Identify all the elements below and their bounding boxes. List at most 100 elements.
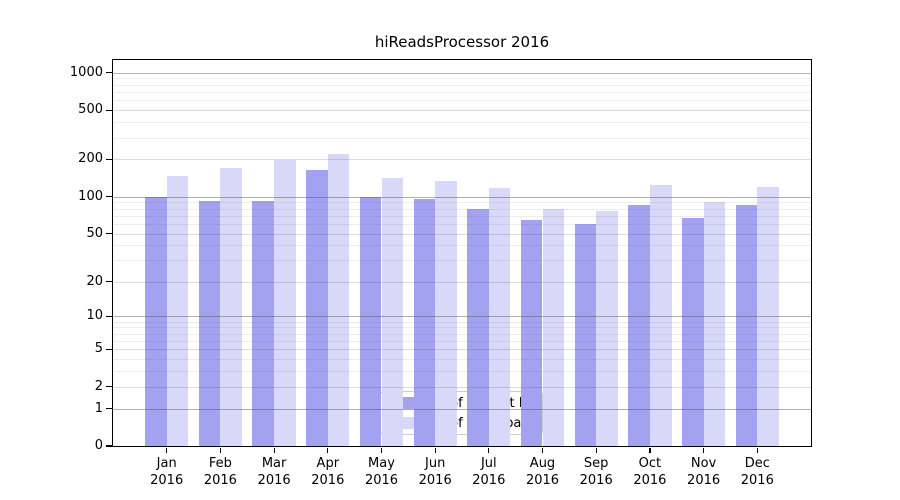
bar-jun-distinct-ips xyxy=(413,199,436,446)
y-tick-20 xyxy=(106,280,113,283)
y-tick-label-100: 100 xyxy=(78,188,103,204)
gridline-90 xyxy=(113,202,811,204)
plot-area: Nb of distinct IPs Nb of downloads 10005… xyxy=(70,59,812,488)
gridline-200 xyxy=(113,159,811,161)
y-tick-2 xyxy=(106,386,113,388)
gridline-5 xyxy=(113,349,811,351)
bar-sep-downloads xyxy=(596,210,618,446)
gridline-6 xyxy=(113,340,811,342)
bar-may-downloads xyxy=(381,178,404,446)
gridline-900 xyxy=(113,78,811,80)
chart-title: hiReadsProcessor 2016 xyxy=(374,33,550,51)
x-tick-label-oct: Oct 2016 xyxy=(620,455,680,489)
gridline-50 xyxy=(113,233,811,235)
x-tick-label-feb: Feb 2016 xyxy=(190,455,250,489)
bar-oct-distinct-ips xyxy=(628,205,650,446)
bar-jul-distinct-ips xyxy=(467,209,489,446)
y-tick-label-20: 20 xyxy=(86,273,103,289)
gridline-10 xyxy=(113,316,811,318)
gridline-30 xyxy=(113,260,811,262)
y-tick-100 xyxy=(106,196,113,198)
bar-oct-downloads xyxy=(649,185,672,446)
x-tick-label-year: 2016 xyxy=(633,473,667,488)
x-tick-mar xyxy=(273,448,275,453)
gridline-700 xyxy=(113,91,811,93)
y-tick-500 xyxy=(106,109,113,111)
x-tick-label-year: 2016 xyxy=(257,473,291,488)
y-tick-label-500: 500 xyxy=(78,102,103,118)
gridline-70 xyxy=(113,215,811,217)
y-tick-label-1000: 1000 xyxy=(69,64,103,80)
y-tick-10 xyxy=(106,315,113,318)
gridline-60 xyxy=(113,223,811,225)
x-tick-jun xyxy=(434,448,436,453)
x-tick-label-year: 2016 xyxy=(203,473,237,488)
y-tick-0 xyxy=(106,445,113,447)
bar-apr-distinct-ips xyxy=(306,170,328,446)
bar-aug-downloads xyxy=(542,209,565,446)
bar-may-distinct-ips xyxy=(359,196,382,446)
gridline-300 xyxy=(113,137,811,139)
x-tick-label-year: 2016 xyxy=(311,473,345,488)
gridline-500 xyxy=(113,110,811,112)
bar-jan-distinct-ips xyxy=(145,196,167,446)
x-tick-jul xyxy=(488,448,490,453)
y-tick-label-200: 200 xyxy=(78,151,103,167)
gridline-9 xyxy=(113,321,811,323)
x-tick-label-year: 2016 xyxy=(472,473,506,488)
x-tick-apr xyxy=(327,448,329,453)
y-tick-label-0: 0 xyxy=(94,438,103,453)
bar-feb-distinct-ips xyxy=(198,200,221,446)
gridline-4 xyxy=(113,359,811,360)
bar-aug-distinct-ips xyxy=(520,219,543,446)
gridline-2 xyxy=(113,386,811,388)
bar-jan-downloads xyxy=(166,175,189,446)
x-tick-label-year: 2016 xyxy=(364,473,399,488)
y-tick-200 xyxy=(106,158,113,161)
x-tick-dec xyxy=(756,448,758,453)
legend: Nb of distinct IPs Nb of downloads xyxy=(380,391,543,435)
gridline-1 xyxy=(113,408,811,410)
x-tick-label-mar: Mar 2016 xyxy=(244,455,304,489)
bar-mar-downloads xyxy=(274,160,296,446)
y-tick-50 xyxy=(106,232,113,235)
x-tick-label-aug: Aug 2016 xyxy=(513,455,573,489)
bar-mar-distinct-ips xyxy=(252,200,275,446)
x-tick-label-sep: Sep 2016 xyxy=(566,455,626,489)
y-tick-label-1: 1 xyxy=(94,400,103,416)
bar-sep-distinct-ips xyxy=(574,223,597,446)
y-tick-label-10: 10 xyxy=(86,308,103,324)
x-tick-label-may: May 2016 xyxy=(352,455,412,489)
x-tick-label-jun: Jun 2016 xyxy=(405,455,465,489)
gridline-20 xyxy=(113,281,811,283)
y-tick-label-2: 2 xyxy=(94,378,103,394)
y-tick-1000 xyxy=(106,72,113,74)
x-tick-nov xyxy=(703,448,705,453)
bar-jun-downloads xyxy=(435,180,457,446)
x-tick-label-year: 2016 xyxy=(150,473,184,488)
gridline-600 xyxy=(113,100,811,102)
x-tick-label-year: 2016 xyxy=(740,473,774,488)
x-tick-feb xyxy=(219,448,222,453)
bar-nov-downloads xyxy=(703,202,726,446)
x-tick-label-year: 2016 xyxy=(418,473,452,488)
x-tick-label-year: 2016 xyxy=(579,473,613,488)
bar-apr-downloads xyxy=(327,153,350,446)
y-tick-label-50: 50 xyxy=(86,225,103,241)
bar-feb-downloads xyxy=(220,167,243,446)
gridline-800 xyxy=(113,84,811,86)
x-tick-jan xyxy=(166,448,168,453)
gridline-40 xyxy=(113,245,811,247)
x-tick-label-year: 2016 xyxy=(687,473,721,488)
x-tick-label-year: 2016 xyxy=(525,473,560,488)
bar-nov-distinct-ips xyxy=(681,218,704,446)
gridline-1000 xyxy=(113,72,811,74)
x-tick-aug xyxy=(541,448,544,453)
x-tick-label-nov: Nov 2016 xyxy=(674,455,734,489)
gridline-400 xyxy=(113,122,811,124)
x-tick-label-jul: Jul 2016 xyxy=(459,455,519,489)
legend-item-downloads: Nb of downloads xyxy=(389,416,542,431)
x-tick-sep xyxy=(595,448,597,453)
x-tick-label-jan: Jan 2016 xyxy=(137,455,197,489)
